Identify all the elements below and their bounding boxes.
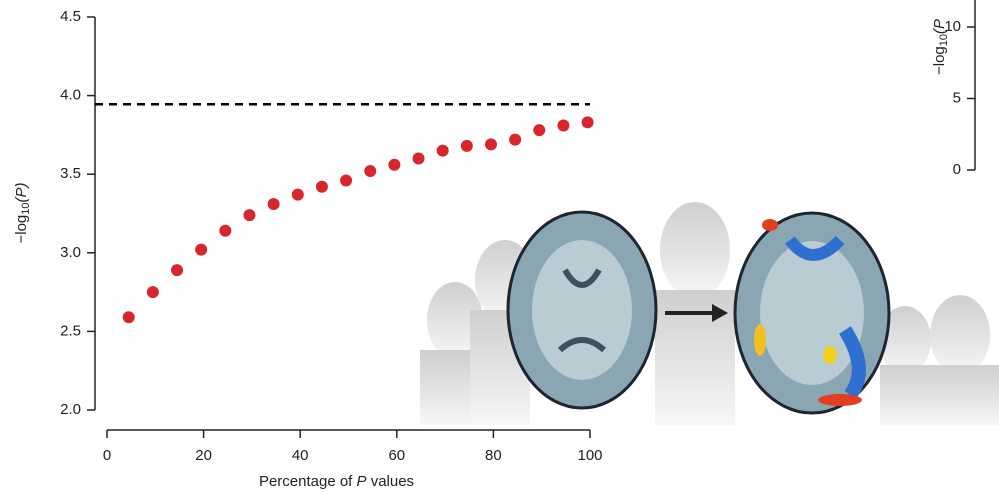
data-point	[364, 165, 376, 177]
x-label-text: values	[367, 473, 415, 490]
data-point	[316, 181, 328, 193]
y-axis-label: −log10(P	[931, 19, 950, 75]
y-tick-label: 5	[953, 89, 961, 106]
data-point	[533, 124, 545, 136]
y-label-sub: 10	[20, 202, 32, 214]
x-tick-label: 40	[292, 447, 309, 464]
x-axis-label: Percentage of P values	[259, 473, 414, 490]
y-tick-label: 4.5	[60, 8, 81, 25]
y-tick-label: 2.5	[60, 322, 81, 339]
x-label-text: Percentage of	[259, 473, 357, 490]
figure: 2.02.53.03.54.04.5020406080100Percentage…	[0, 0, 999, 493]
y-label-text: (P)	[13, 182, 30, 202]
x-tick-label: 0	[103, 447, 111, 464]
data-point	[509, 134, 521, 146]
data-point	[123, 311, 135, 323]
data-point	[243, 209, 255, 221]
illustration	[420, 202, 999, 425]
data-point	[388, 159, 400, 171]
x-tick-label: 80	[485, 447, 502, 464]
y-tick-label: 4.0	[60, 87, 81, 104]
x-tick-label: 60	[388, 447, 405, 464]
data-point	[171, 264, 183, 276]
data-point	[582, 116, 594, 128]
data-point	[437, 145, 449, 157]
y-label-text: −log	[13, 215, 30, 244]
x-label-italic: P	[357, 473, 367, 490]
y-tick-label: 3.5	[60, 165, 81, 182]
y-label-sub: 10	[938, 34, 950, 46]
data-point	[461, 140, 473, 152]
data-point	[340, 174, 352, 186]
y-tick-label: 2.0	[60, 401, 81, 418]
data-point	[195, 244, 207, 256]
data-point	[485, 138, 497, 150]
data-point	[268, 198, 280, 210]
y-label-text: (P	[931, 19, 948, 34]
data-point	[147, 286, 159, 298]
x-tick-label: 100	[577, 447, 602, 464]
y-tick-label: 0	[953, 161, 961, 178]
data-point	[557, 119, 569, 131]
x-tick-label: 20	[195, 447, 212, 464]
y-label-text: −log	[931, 46, 948, 75]
data-point	[413, 152, 425, 164]
data-point	[219, 225, 231, 237]
y-tick-label: 3.0	[60, 244, 81, 261]
data-point	[292, 189, 304, 201]
y-axis-label: −log10(P)	[13, 182, 32, 243]
